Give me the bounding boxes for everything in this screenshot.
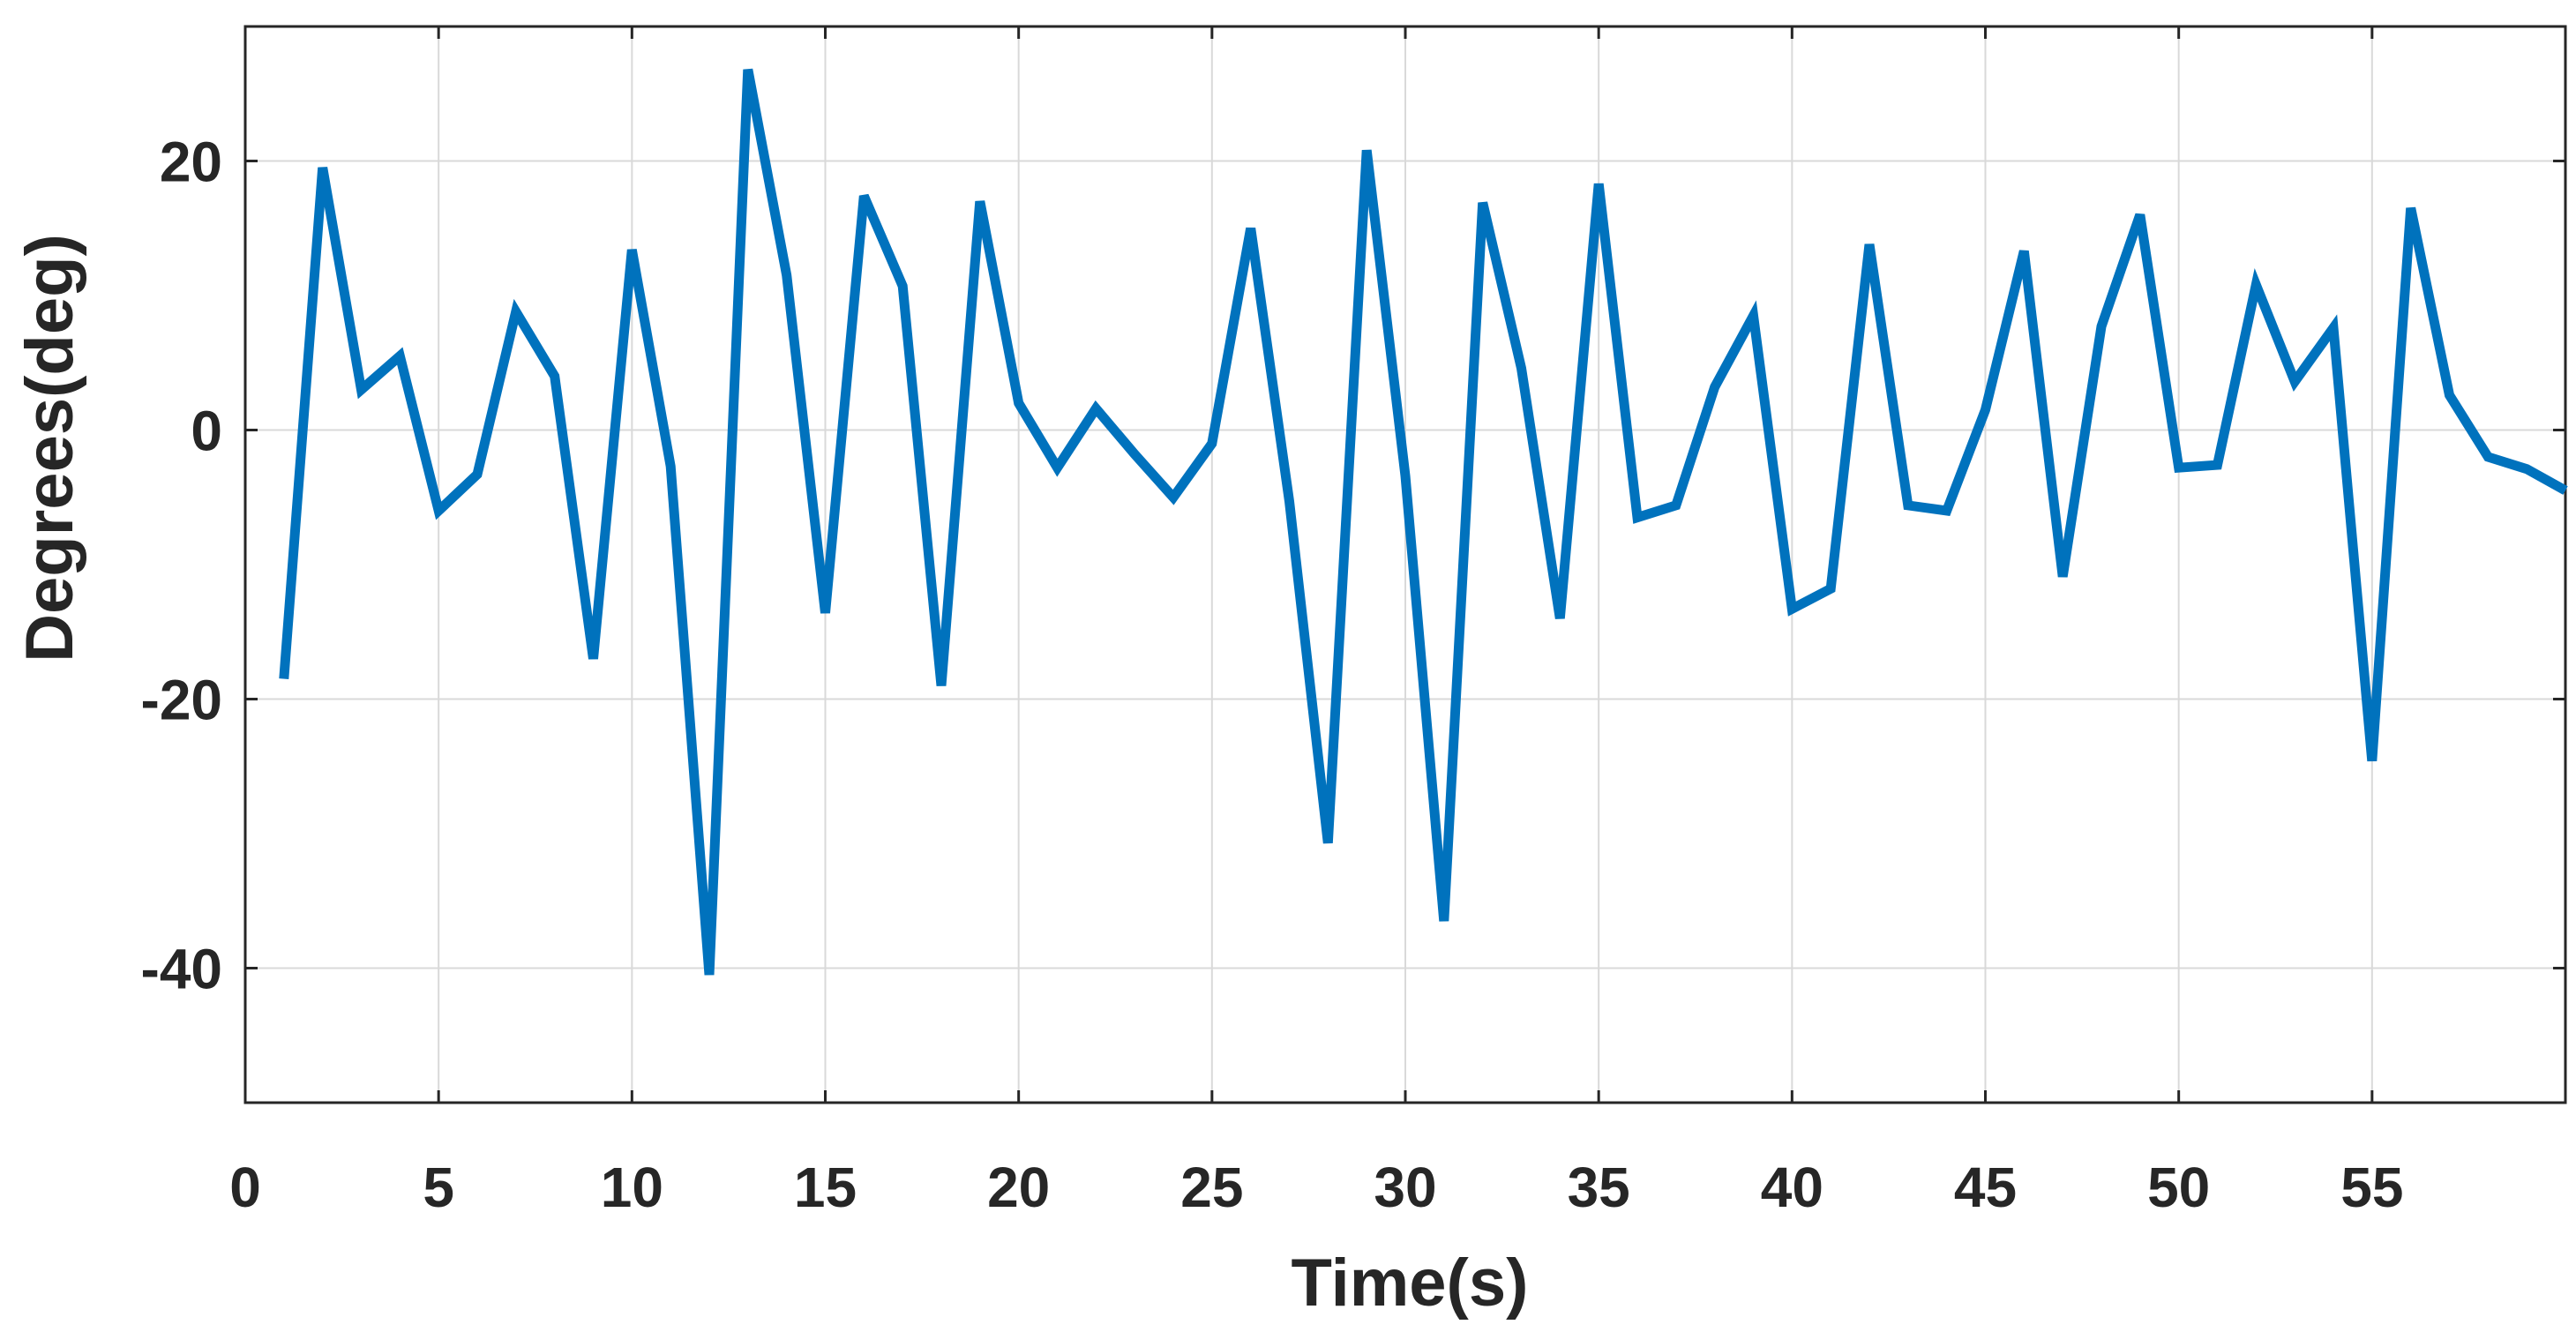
x-tick-label: 10 [601, 1156, 663, 1219]
series-line-1 [279, 68, 2568, 976]
grid [245, 26, 2565, 1103]
y-tick-label: 20 [160, 131, 222, 194]
x-tick-label: 30 [1374, 1156, 1436, 1219]
x-tick-label: 55 [2340, 1156, 2403, 1219]
tick-labels: 0 5 10 15 20 25 30 35 40 45 50 55 -40 -20 0 20 [141, 131, 2404, 1220]
y-tick-label: 0 [191, 400, 222, 463]
x-tick-label: 45 [1954, 1156, 2017, 1219]
x-tick-label: 50 [2147, 1156, 2210, 1219]
x-tick-label: 20 [987, 1156, 1050, 1219]
x-tick-label: 35 [1568, 1156, 1630, 1219]
y-axis-title: Degrees(deg) [12, 234, 87, 662]
x-tick-label: 0 [229, 1156, 261, 1219]
x-axis-title: Time(s) [1292, 1246, 1529, 1321]
y-tick-label: -20 [141, 669, 223, 732]
x-tick-label: 40 [1761, 1156, 1823, 1219]
x-tick-label: 5 [423, 1156, 454, 1219]
y-tick-label: -40 [141, 938, 223, 1001]
x-tick-label: 15 [794, 1156, 857, 1219]
series-layer [279, 68, 2568, 976]
axes [243, 25, 2567, 1104]
x-tick-label: 25 [1180, 1156, 1243, 1219]
